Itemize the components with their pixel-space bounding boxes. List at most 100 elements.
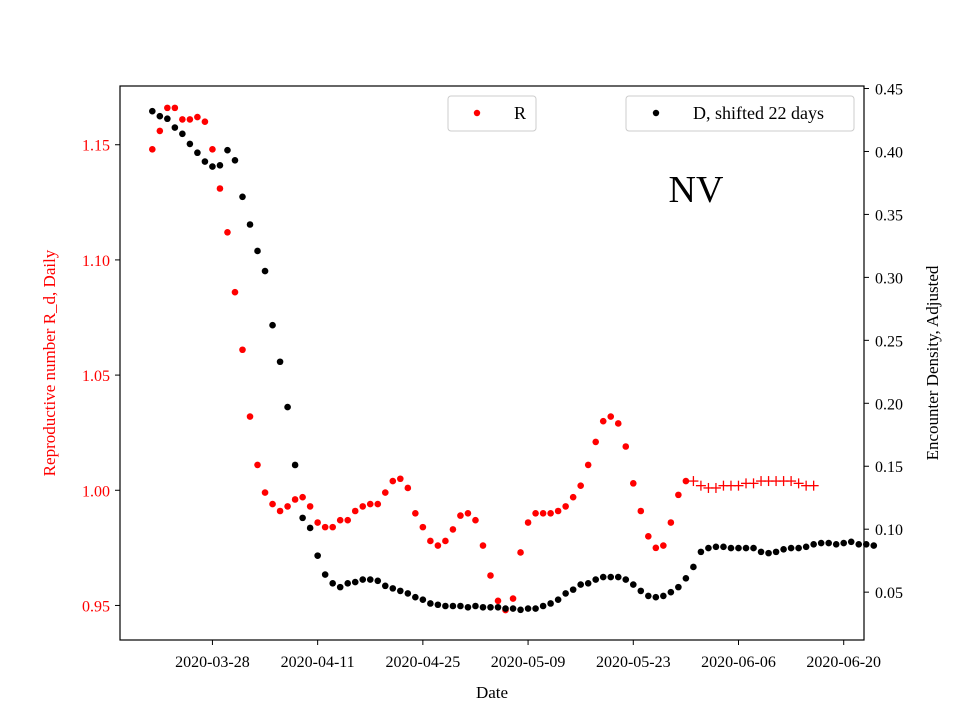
legend-d-marker bbox=[652, 109, 660, 117]
r-point bbox=[359, 503, 367, 510]
r-point bbox=[269, 500, 276, 508]
d-point bbox=[171, 124, 179, 131]
r-point bbox=[306, 503, 314, 510]
d-point bbox=[720, 543, 727, 551]
d-point bbox=[547, 600, 554, 607]
d-point bbox=[434, 601, 442, 609]
legend-r[interactable]: R bbox=[447, 95, 537, 132]
y-right-tick-label: 0.30 bbox=[875, 270, 903, 287]
d-point bbox=[539, 602, 547, 610]
d-point bbox=[164, 115, 171, 123]
d-point bbox=[359, 576, 367, 583]
d-point bbox=[464, 603, 472, 611]
r-point bbox=[645, 533, 652, 540]
r-point bbox=[209, 146, 216, 153]
r-point bbox=[246, 413, 254, 420]
d-point bbox=[216, 162, 224, 169]
r-point bbox=[389, 477, 397, 485]
d-point bbox=[299, 514, 306, 522]
y-right-tick-label: 0.45 bbox=[875, 82, 903, 99]
r-point bbox=[201, 118, 209, 126]
r-projection-point bbox=[748, 478, 759, 489]
d-point bbox=[261, 267, 269, 275]
r-point bbox=[284, 503, 291, 510]
r-point bbox=[374, 500, 382, 508]
d-point bbox=[509, 605, 517, 612]
d-point bbox=[554, 596, 562, 604]
r-projection-point bbox=[688, 476, 699, 487]
r-point bbox=[336, 516, 344, 524]
r-point bbox=[524, 519, 532, 526]
d-point bbox=[419, 596, 427, 604]
r-point bbox=[577, 482, 584, 489]
legend-r-label: R bbox=[514, 103, 526, 123]
d-point bbox=[592, 576, 600, 583]
r-point bbox=[675, 491, 682, 499]
d-point bbox=[231, 156, 239, 164]
d-point bbox=[667, 588, 675, 596]
r-point bbox=[464, 510, 472, 517]
legend-d[interactable]: D, shifted 22 days bbox=[625, 95, 855, 132]
r-point bbox=[449, 526, 457, 533]
d-point bbox=[457, 602, 464, 610]
d-point bbox=[840, 539, 848, 547]
r-point bbox=[156, 127, 164, 135]
r-point bbox=[321, 523, 329, 531]
y-right-tick-label: 0.10 bbox=[875, 522, 903, 539]
d-point bbox=[697, 548, 705, 556]
r-point bbox=[171, 104, 179, 112]
d-point bbox=[787, 544, 795, 552]
d-point bbox=[584, 580, 592, 587]
r-projection-point bbox=[786, 476, 797, 487]
d-point bbox=[599, 573, 607, 581]
d-point bbox=[209, 163, 216, 170]
r-point bbox=[660, 542, 667, 549]
r-point bbox=[179, 116, 186, 123]
x-axis-label: Date bbox=[476, 683, 508, 702]
d-point bbox=[532, 605, 539, 612]
r-point bbox=[442, 537, 449, 545]
d-point bbox=[329, 580, 336, 587]
d-point bbox=[690, 563, 697, 571]
r-point bbox=[547, 510, 554, 517]
r-point bbox=[584, 461, 592, 469]
r-point bbox=[397, 475, 404, 483]
y-axis-label-left: Reproductive number R_d, Daily bbox=[40, 249, 59, 476]
r-point bbox=[532, 510, 539, 517]
x-tick-label: 2020-03-28 bbox=[175, 654, 250, 671]
d-point bbox=[351, 578, 359, 586]
r-projection-point bbox=[695, 480, 706, 491]
d-point bbox=[201, 158, 209, 165]
r-point bbox=[239, 346, 246, 354]
d-point bbox=[442, 602, 449, 610]
y-left-tick-label: 1.10 bbox=[82, 253, 110, 270]
r-point bbox=[261, 489, 269, 496]
r-point bbox=[509, 595, 517, 602]
d-point bbox=[449, 602, 457, 610]
d-point bbox=[750, 544, 757, 552]
d-point bbox=[652, 593, 660, 601]
d-point bbox=[802, 543, 810, 551]
legend-d-label: D, shifted 22 days bbox=[693, 103, 824, 123]
d-point bbox=[524, 605, 532, 612]
d-point bbox=[569, 586, 577, 593]
d-point bbox=[712, 543, 720, 551]
state-annotation: NV bbox=[669, 169, 724, 211]
d-point bbox=[502, 605, 509, 612]
r-point bbox=[622, 443, 630, 450]
d-point bbox=[269, 321, 276, 329]
d-point bbox=[487, 603, 494, 611]
plot-frame bbox=[119, 85, 865, 641]
r-point bbox=[599, 417, 607, 425]
r-point bbox=[562, 503, 569, 510]
d-point bbox=[705, 544, 712, 552]
d-point bbox=[757, 548, 765, 556]
d-point bbox=[494, 603, 502, 611]
r-point bbox=[592, 438, 600, 446]
d-point bbox=[427, 600, 434, 607]
r-point bbox=[216, 185, 224, 192]
d-point bbox=[246, 221, 254, 228]
r-point bbox=[487, 572, 494, 579]
legend-d-box bbox=[625, 95, 855, 132]
